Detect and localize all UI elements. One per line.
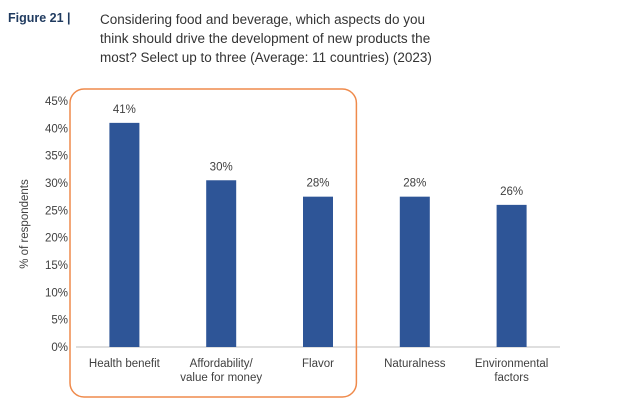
y-tick-label: 10% (45, 287, 68, 299)
bar (399, 196, 430, 347)
figure-title: Considering food and beverage, which asp… (100, 10, 520, 67)
figure-title-line-3: most? Select up to three (Average: 11 co… (100, 50, 432, 65)
data-label: 41% (113, 104, 136, 116)
x-tick-label: Environmental (475, 358, 549, 370)
x-tick-label: Naturalness (384, 358, 446, 370)
y-tick-label: 40% (45, 123, 68, 135)
y-tick-label: 45% (45, 96, 68, 108)
bar (109, 122, 140, 347)
y-tick-label: 5% (51, 315, 68, 327)
highlight-box (69, 88, 358, 398)
y-tick-label: 35% (45, 151, 68, 163)
data-label: 28% (306, 178, 329, 190)
data-label: 26% (500, 186, 523, 198)
x-tick-label: Flavor (302, 358, 334, 370)
data-label: 28% (403, 178, 426, 190)
x-tick-label: Affordability/ (190, 358, 254, 370)
x-tick-label: value for money (180, 372, 262, 384)
bar (496, 204, 527, 347)
bar (206, 180, 237, 347)
figure-label: Figure 21 | (8, 11, 71, 25)
y-tick-label: 0% (51, 342, 68, 354)
figure-title-line-2: think should drive the development of ne… (100, 31, 431, 46)
figure-title-line-1: Considering food and beverage, which asp… (100, 12, 425, 27)
y-tick-label: 20% (45, 233, 68, 245)
y-tick-label: 25% (45, 205, 68, 217)
x-tick-label: factors (494, 372, 529, 384)
bar (303, 196, 333, 347)
data-label: 30% (210, 161, 233, 173)
y-axis-label: % of respondents (19, 179, 31, 269)
y-tick-label: 30% (45, 178, 68, 190)
y-tick-label: 15% (45, 260, 68, 272)
x-tick-label: Health benefit (89, 358, 161, 370)
